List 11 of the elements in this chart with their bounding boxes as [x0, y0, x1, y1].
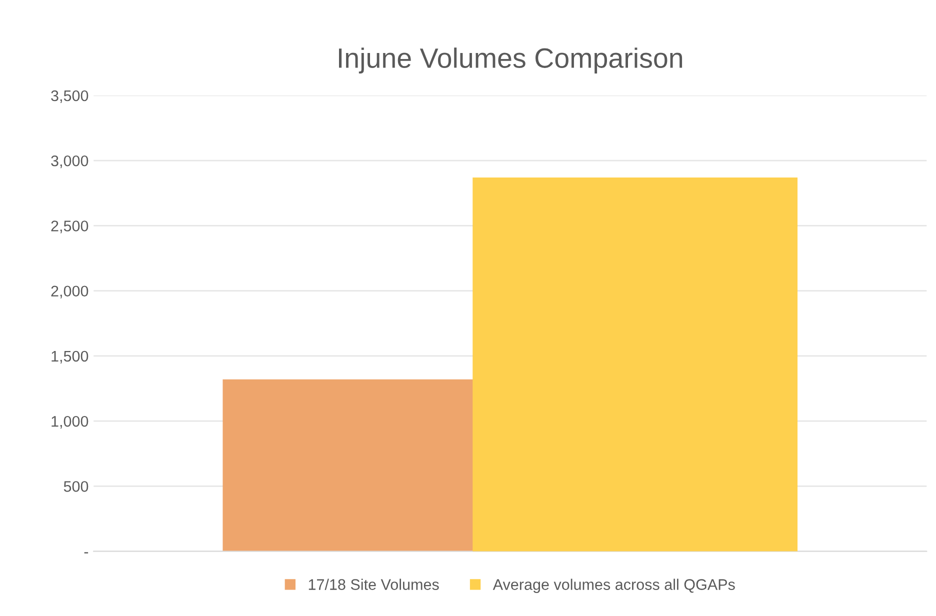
legend-label: 17/18 Site Volumes [308, 578, 439, 590]
y-tick-label: - [84, 552, 88, 554]
y-tick-label: 3,500 [51, 90, 88, 103]
y-tick-label: 3,000 [51, 155, 88, 168]
legend-label: Average volumes across all QGAPs [492, 578, 735, 593]
y-tick-label: 500 [64, 481, 88, 492]
y-tick-label: 1,500 [52, 350, 88, 364]
chart-title: Injune Volumes Comparison [338, 48, 682, 74]
y-tick-label: 2,000 [51, 286, 88, 298]
y-tick-label: 2,500 [51, 220, 88, 234]
y-tick-label: 1,000 [52, 416, 88, 429]
